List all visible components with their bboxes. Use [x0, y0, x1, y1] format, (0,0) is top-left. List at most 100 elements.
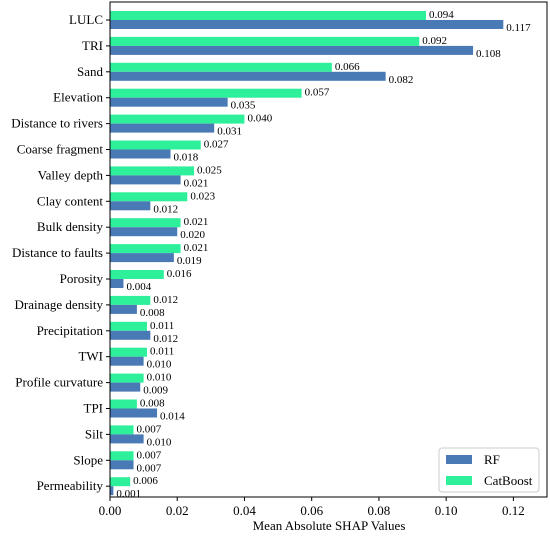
value-label-rf-tpi: 0.014 — [160, 411, 185, 423]
bar-rf-distance-to-faults — [110, 253, 174, 263]
legend-swatch-catboost — [446, 476, 472, 485]
y-tick-layer: LULC TRI Sand Elevation Distance to rivers Co… — [11, 12, 110, 493]
bar-rf-slope — [110, 460, 134, 470]
value-label-catboost-precipitation: 0.011 — [150, 320, 174, 332]
value-label-rf-profile-curvature: 0.009 — [143, 385, 168, 397]
x-tick-label-2: 0.04 — [233, 503, 256, 518]
bar-catboost-twi — [110, 347, 147, 357]
category-label-twi: TWI — [78, 349, 103, 364]
value-label-catboost-valley-depth: 0.025 — [197, 164, 222, 176]
value-label-rf-sand: 0.082 — [389, 74, 414, 86]
value-label-rf-silt: 0.010 — [147, 436, 172, 448]
bar-rf-twi — [110, 356, 144, 366]
value-label-catboost-lulc: 0.094 — [429, 9, 454, 21]
category-label-tri: TRI — [82, 38, 103, 53]
value-label-catboost-distance-to-rivers: 0.040 — [247, 113, 272, 125]
category-label-tpi: TPI — [84, 401, 104, 416]
value-label-catboost-elevation: 0.057 — [305, 87, 330, 99]
value-label-rf-precipitation: 0.012 — [153, 333, 178, 345]
value-label-rf-lulc: 0.117 — [506, 22, 531, 34]
value-label-catboost-slope: 0.007 — [137, 449, 162, 461]
bar-rf-elevation — [110, 97, 228, 107]
x-tick-label-5: 0.10 — [435, 503, 458, 518]
value-label-catboost-profile-curvature: 0.010 — [147, 372, 172, 384]
category-label-precipitation: Precipitation — [37, 323, 104, 338]
value-label-rf-valley-depth: 0.021 — [184, 177, 209, 189]
legend: RF CatBoost — [438, 447, 540, 493]
x-tick-layer: 0.00 0.02 0.04 0.06 0.08 0.10 0.12 — [99, 497, 525, 518]
category-label-lulc: LULC — [69, 12, 103, 27]
category-label-elevation: Elevation — [53, 90, 103, 105]
x-tick-label-0: 0.00 — [99, 503, 122, 518]
bar-rf-distance-to-rivers — [110, 123, 215, 133]
category-label-drainage-density: Drainage density — [15, 297, 104, 312]
bar-rf-permeability — [110, 486, 114, 496]
value-label-catboost-clay-content: 0.023 — [190, 190, 215, 202]
bar-catboost-distance-to-faults — [110, 244, 181, 254]
category-label-bulk-density: Bulk density — [37, 219, 104, 234]
bar-rf-silt — [110, 434, 144, 444]
category-label-porosity: Porosity — [60, 271, 104, 286]
value-label-rf-elevation: 0.035 — [231, 100, 256, 112]
value-label-catboost-coarse-fragment: 0.027 — [204, 139, 229, 151]
value-label-rf-clay-content: 0.012 — [153, 203, 178, 215]
category-label-silt: Silt — [85, 426, 103, 441]
bar-catboost-porosity — [110, 270, 164, 279]
bar-rf-sand — [110, 71, 386, 81]
value-label-rf-twi: 0.010 — [147, 359, 172, 371]
value-label-rf-distance-to-rivers: 0.031 — [217, 126, 242, 138]
bar-catboost-tpi — [110, 399, 137, 409]
x-tick-label-4: 0.08 — [368, 503, 391, 518]
bar-rf-bulk-density — [110, 227, 178, 237]
category-label-slope: Slope — [73, 452, 103, 467]
bar-catboost-slope — [110, 451, 134, 461]
value-label-catboost-porosity: 0.016 — [167, 268, 192, 280]
category-label-profile-curvature: Profile curvature — [15, 375, 103, 390]
x-tick-label-6: 0.12 — [502, 503, 525, 518]
category-label-valley-depth: Valley depth — [38, 167, 104, 182]
x-axis-title: Mean Absolute SHAP Values — [253, 518, 406, 533]
value-label-rf-porosity: 0.004 — [126, 281, 151, 293]
category-label-distance-to-rivers: Distance to rivers — [11, 116, 103, 131]
bar-catboost-drainage-density — [110, 295, 151, 305]
category-label-permeability: Permeability — [37, 478, 104, 493]
bar-rf-profile-curvature — [110, 382, 141, 392]
value-label-catboost-tri: 0.092 — [422, 35, 447, 47]
bar-rf-drainage-density — [110, 304, 137, 314]
legend-label-catboost: CatBoost — [484, 473, 533, 488]
value-label-rf-drainage-density: 0.008 — [140, 307, 165, 319]
category-label-distance-to-faults: Distance to faults — [12, 245, 103, 260]
value-label-catboost-twi: 0.011 — [150, 346, 174, 358]
bar-rf-coarse-fragment — [110, 149, 171, 159]
value-label-catboost-tpi: 0.008 — [140, 398, 165, 410]
bar-rf-precipitation — [110, 330, 151, 340]
value-labels-layer: 0.094 0.117 0.092 0.108 0.066 0.082 0.057 0.035… — [116, 9, 531, 500]
value-label-rf-tri: 0.108 — [476, 48, 501, 60]
value-label-rf-permeability: 0.001 — [116, 488, 141, 500]
value-label-rf-distance-to-faults: 0.019 — [177, 255, 202, 267]
x-tick-label-1: 0.02 — [166, 503, 189, 518]
x-tick-label-3: 0.06 — [300, 503, 323, 518]
value-label-catboost-distance-to-faults: 0.021 — [184, 242, 209, 254]
bars-layer — [110, 11, 504, 496]
bar-catboost-silt — [110, 425, 134, 435]
plot-frame — [109, 1, 548, 498]
bar-rf-lulc — [110, 20, 504, 29]
legend-swatch-rf — [446, 455, 472, 464]
value-label-rf-bulk-density: 0.020 — [180, 229, 205, 241]
bar-rf-valley-depth — [110, 175, 181, 185]
value-label-rf-slope: 0.007 — [137, 462, 162, 474]
bar-catboost-valley-depth — [110, 166, 195, 176]
bar-rf-clay-content — [110, 201, 151, 211]
bar-catboost-profile-curvature — [110, 373, 144, 383]
bar-catboost-precipitation — [110, 321, 147, 331]
bar-catboost-clay-content — [110, 192, 188, 202]
bar-catboost-distance-to-rivers — [110, 114, 245, 124]
value-label-catboost-permeability: 0.006 — [133, 475, 158, 487]
bar-rf-porosity — [110, 279, 124, 288]
bar-rf-tpi — [110, 408, 158, 418]
bar-catboost-tri — [110, 36, 420, 46]
bar-catboost-sand — [110, 62, 332, 72]
